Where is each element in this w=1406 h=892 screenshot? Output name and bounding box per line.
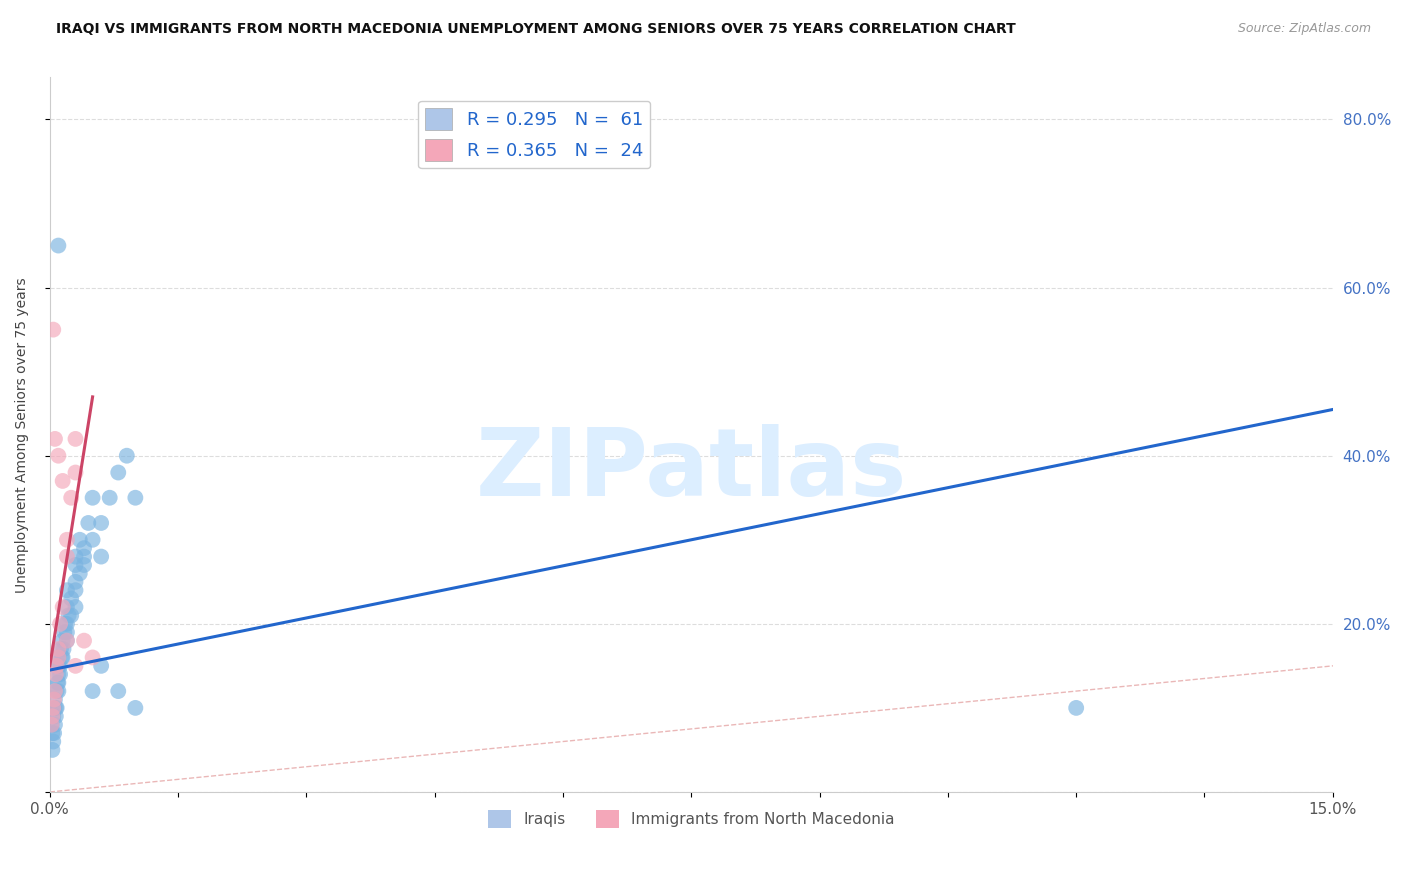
Point [48, 650, 70, 665]
Point [42, 709, 65, 723]
Point [48, 667, 70, 681]
Point [73, 558, 96, 572]
Point [124, 491, 146, 505]
Point [52, 650, 75, 665]
Point [77, 516, 100, 530]
Point [60, 591, 83, 606]
Point [65, 658, 87, 673]
Point [48, 642, 70, 657]
Point [48, 449, 70, 463]
Point [73, 541, 96, 556]
Point [90, 549, 112, 564]
Point [73, 549, 96, 564]
Point [45, 701, 67, 715]
Point [48, 238, 70, 252]
Point [48, 658, 70, 673]
Point [46, 675, 69, 690]
Point [41, 717, 63, 731]
Text: Source: ZipAtlas.com: Source: ZipAtlas.com [1237, 22, 1371, 36]
Point [65, 549, 87, 564]
Point [65, 466, 87, 480]
Point [52, 474, 75, 488]
Point [52, 642, 75, 657]
Point [56, 533, 79, 547]
Point [107, 684, 129, 698]
Point [49, 658, 72, 673]
Point [73, 633, 96, 648]
Point [42, 323, 65, 337]
Point [48, 684, 70, 698]
Point [107, 466, 129, 480]
Point [44, 684, 66, 698]
Point [56, 633, 79, 648]
Point [45, 667, 67, 681]
Point [42, 726, 65, 740]
Point [98, 491, 121, 505]
Point [41, 717, 63, 731]
Point [65, 558, 87, 572]
Point [69, 533, 91, 547]
Point [53, 625, 76, 640]
Point [56, 633, 79, 648]
Point [42, 692, 65, 706]
Point [82, 684, 104, 698]
Point [60, 608, 83, 623]
Point [82, 650, 104, 665]
Point [60, 491, 83, 505]
Point [82, 491, 104, 505]
Point [45, 709, 67, 723]
Point [42, 734, 65, 748]
Point [45, 658, 67, 673]
Point [65, 583, 87, 598]
Point [65, 600, 87, 615]
Point [82, 533, 104, 547]
Point [69, 566, 91, 581]
Point [90, 658, 112, 673]
Point [56, 583, 79, 598]
Point [56, 625, 79, 640]
Point [45, 684, 67, 698]
Point [49, 667, 72, 681]
Point [42, 701, 65, 715]
Point [56, 616, 79, 631]
Point [51, 650, 73, 665]
Point [115, 449, 138, 463]
Point [45, 701, 67, 715]
Point [48, 650, 70, 665]
Point [53, 616, 76, 631]
Point [90, 516, 112, 530]
Point [56, 600, 79, 615]
Point [65, 574, 87, 589]
Point [44, 717, 66, 731]
Point [52, 600, 75, 615]
Point [42, 701, 65, 715]
Point [44, 432, 66, 446]
Point [52, 633, 75, 648]
Point [41, 726, 63, 740]
Legend: Iraqis, Immigrants from North Macedonia: Iraqis, Immigrants from North Macedonia [482, 804, 901, 834]
Point [41, 743, 63, 757]
Point [124, 701, 146, 715]
Point [58, 608, 80, 623]
Point [49, 642, 72, 657]
Point [44, 692, 66, 706]
Point [65, 432, 87, 446]
Point [41, 709, 63, 723]
Point [1064, 701, 1087, 715]
Point [48, 675, 70, 690]
Point [49, 616, 72, 631]
Point [56, 549, 79, 564]
Text: ZIPatlas: ZIPatlas [475, 425, 907, 516]
Text: IRAQI VS IMMIGRANTS FROM NORTH MACEDONIA UNEMPLOYMENT AMONG SENIORS OVER 75 YEAR: IRAQI VS IMMIGRANTS FROM NORTH MACEDONIA… [56, 22, 1017, 37]
Y-axis label: Unemployment Among Seniors over 75 years: Unemployment Among Seniors over 75 years [15, 277, 30, 592]
